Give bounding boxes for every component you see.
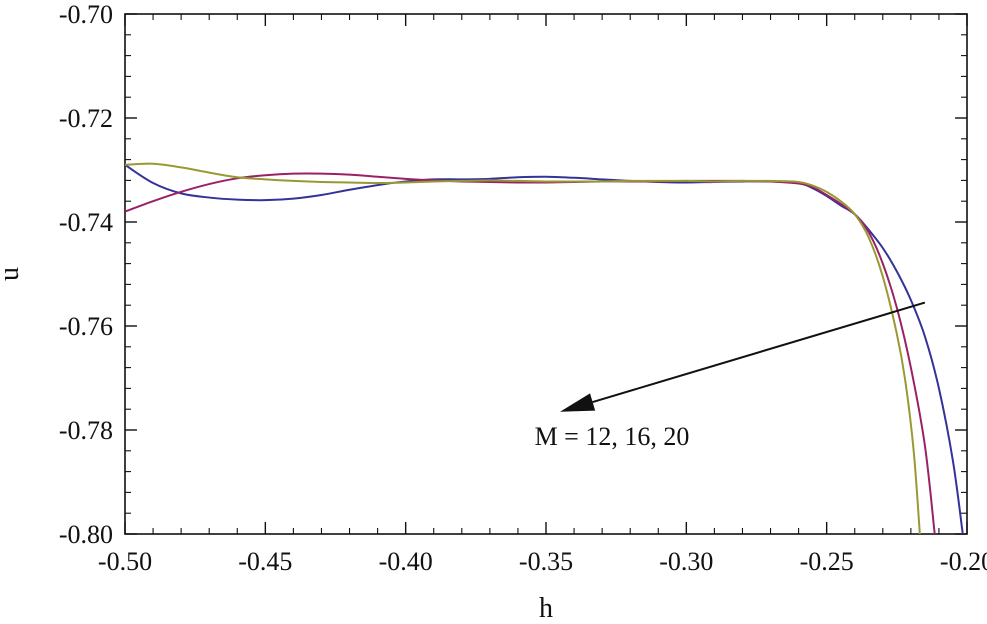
annotation-text: M = 12, 16, 20 — [535, 422, 690, 451]
series-group — [125, 162, 964, 534]
tick-labels: -0.50 -0.45 -0.40 -0.35 -0.30 -0.25 -0.20 -0.70… — [59, 0, 987, 576]
annotation: M = 12, 16, 20 — [535, 301, 926, 451]
y-tick-label: -0.78 — [59, 416, 113, 445]
ticks — [124, 13, 968, 535]
x-tick-label: -0.45 — [238, 547, 292, 576]
x-axis-title: h — [539, 593, 553, 624]
x-tick-label: -0.35 — [519, 547, 573, 576]
series-line-1 — [125, 163, 964, 534]
y-tick-label: -0.76 — [59, 312, 113, 341]
annotation-arrow-head — [560, 393, 596, 412]
y-tick-label: -0.74 — [59, 208, 113, 237]
x-tick-label: -0.30 — [659, 547, 713, 576]
y-tick-label: -0.72 — [59, 104, 113, 133]
x-tick-label: -0.50 — [98, 547, 152, 576]
x-tick-label: -0.40 — [379, 547, 433, 576]
y-tick-label: -0.70 — [59, 0, 113, 29]
y-axis-title: u — [0, 267, 25, 281]
x-tick-label: -0.25 — [800, 547, 854, 576]
series-line-3 — [125, 162, 921, 534]
plot-frame — [124, 13, 968, 535]
annotation-arrow-line — [592, 301, 926, 404]
series-line-2 — [125, 172, 936, 534]
y-tick-label: -0.80 — [59, 520, 113, 549]
x-tick-label: -0.20 — [940, 547, 987, 576]
